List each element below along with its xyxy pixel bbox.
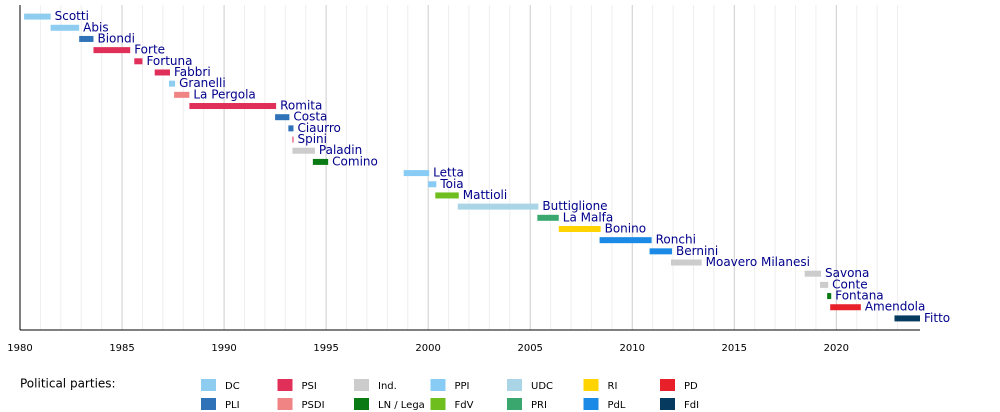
minister-label: Biondi — [97, 31, 134, 45]
term-bar — [292, 147, 315, 154]
legend-label: PSI — [302, 381, 317, 392]
minister-label: Bonino — [605, 221, 646, 235]
term-bar — [292, 136, 294, 143]
term-bar — [827, 293, 832, 300]
legend-swatch — [660, 379, 675, 391]
x-tick-label: 2020 — [824, 343, 849, 354]
minister-label: Spini — [297, 132, 327, 146]
term-bar — [93, 47, 131, 54]
legend-label: FdI — [684, 400, 699, 411]
legend-label: PPI — [455, 381, 470, 392]
minister-label: Ciaurro — [297, 121, 340, 135]
term-bar — [428, 181, 437, 188]
minister-label: Ronchi — [656, 233, 696, 247]
minister-label: Scotti — [55, 9, 89, 23]
minister-label: Bernini — [676, 244, 718, 258]
term-bar — [403, 170, 430, 177]
x-tick-label: 1990 — [211, 343, 236, 354]
legend-label: PLI — [225, 400, 240, 411]
term-bar — [649, 248, 673, 255]
term-bar — [457, 203, 539, 210]
legend-title: Political parties: — [20, 377, 116, 391]
legend-swatch — [507, 398, 522, 410]
legend-label: LN / Lega — [378, 400, 425, 411]
legend-label: Ind. — [378, 381, 397, 392]
minister-label: Comino — [332, 154, 378, 168]
term-bar — [820, 281, 829, 288]
legend-swatch — [354, 379, 369, 391]
term-bar — [275, 114, 290, 121]
legend-swatch — [660, 398, 675, 410]
term-bar — [24, 13, 51, 20]
minister-label: Amendola — [865, 300, 926, 314]
legend-swatch — [277, 398, 293, 410]
x-tick-label: 2005 — [517, 343, 542, 354]
x-tick-label: 2015 — [722, 343, 747, 354]
x-tick-label: 1980 — [7, 343, 32, 354]
minister-label: Fontana — [835, 289, 883, 303]
legend-label: UDC — [531, 381, 553, 392]
term-bar — [599, 237, 652, 244]
legend-label: RI — [608, 381, 618, 392]
legend-swatch — [354, 398, 369, 410]
term-bar — [804, 270, 822, 277]
x-tick-label: 1995 — [313, 343, 338, 354]
term-bar — [174, 91, 190, 98]
minister-label: Conte — [832, 277, 867, 291]
minister-label: Letta — [433, 166, 464, 180]
minister-label: La Malfa — [563, 210, 613, 224]
legend-label: DC — [225, 381, 240, 392]
term-bar — [288, 125, 294, 132]
legend-swatch — [277, 379, 293, 391]
term-bar — [537, 214, 559, 221]
term-bar — [830, 304, 861, 311]
term-bar — [79, 35, 94, 42]
term-bar — [894, 315, 920, 322]
legend-label: FdV — [455, 400, 474, 411]
minister-label: Buttiglione — [542, 199, 607, 213]
term-bar — [435, 192, 459, 199]
legend-swatch — [507, 379, 522, 391]
minister-label: Abis — [83, 20, 108, 34]
minister-label: Toia — [439, 177, 463, 191]
x-tick-label: 2010 — [620, 343, 645, 354]
x-tick-label: 2000 — [415, 343, 440, 354]
term-bar — [168, 80, 176, 87]
term-bar — [558, 225, 601, 232]
minister-label: Paladin — [319, 143, 362, 157]
minister-label: Fabbri — [174, 65, 211, 79]
legend-label: PD — [684, 381, 698, 392]
legend-swatch — [583, 379, 599, 391]
term-bar — [312, 158, 329, 165]
minister-label: Fortuna — [146, 54, 192, 68]
legend-swatch — [430, 379, 446, 391]
minister-label: La Pergola — [193, 87, 255, 101]
term-bar — [154, 69, 170, 76]
legend-swatch — [430, 398, 446, 410]
term-bar — [671, 259, 702, 266]
x-tick-label: 1985 — [109, 343, 134, 354]
legend-label: PSDI — [302, 400, 325, 411]
legend-label: PdL — [608, 400, 626, 411]
minister-label: Costa — [293, 110, 327, 124]
minister-label: Forte — [134, 43, 165, 57]
legend-swatch — [201, 398, 216, 410]
minister-label: Fitto — [924, 311, 950, 325]
legend-label: PRI — [531, 400, 547, 411]
minister-label: Mattioli — [463, 188, 507, 202]
minister-label: Savona — [825, 266, 869, 280]
term-bar — [189, 103, 277, 110]
minister-label: Granelli — [179, 76, 226, 90]
legend-swatch — [583, 398, 599, 410]
minister-label: Moavero Milanesi — [706, 255, 810, 269]
minister-label: Romita — [280, 99, 322, 113]
term-bar — [50, 24, 80, 31]
term-bar — [134, 58, 143, 65]
legend-swatch — [201, 379, 216, 391]
